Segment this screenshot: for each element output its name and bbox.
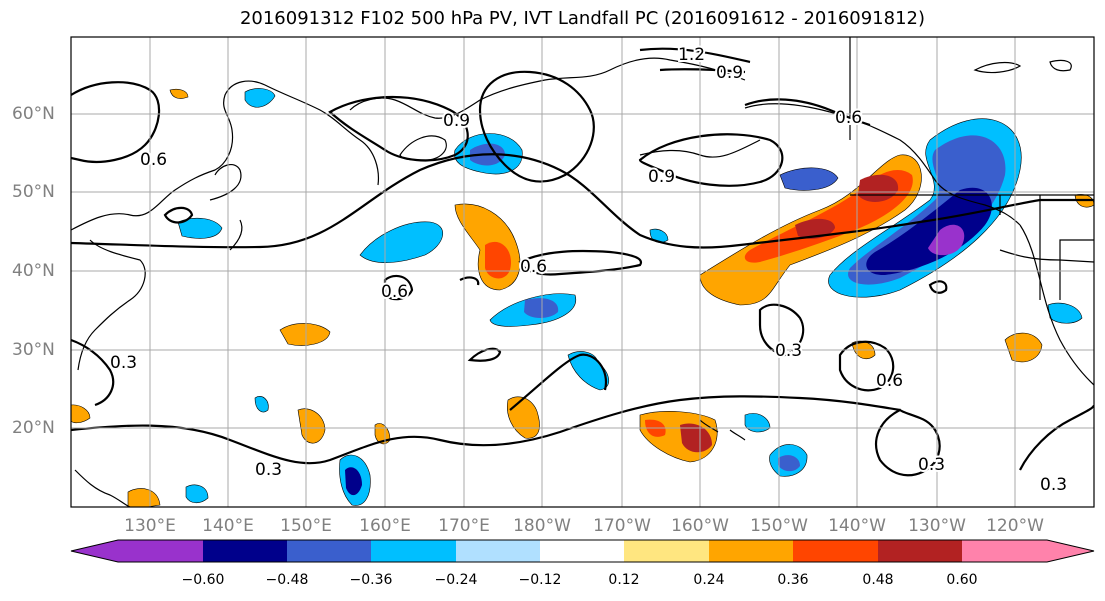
contour-label: 0.3 xyxy=(918,455,945,475)
colorbar-segment xyxy=(203,540,287,562)
colorbar-outline xyxy=(70,539,1095,563)
contour-label: 0.6 xyxy=(381,282,408,302)
colorbar-segment xyxy=(118,540,203,562)
colorbar xyxy=(70,539,1095,563)
contour-label: 0.9 xyxy=(716,63,743,83)
colorbar-segment xyxy=(962,540,1047,562)
lon-label: 180°W xyxy=(513,516,571,536)
pv-contours xyxy=(71,47,1094,477)
contour-label: 0.9 xyxy=(648,167,675,187)
colorbar-segment xyxy=(624,540,709,562)
colorbar-segment xyxy=(456,540,540,562)
contour-label: 1.2 xyxy=(678,45,705,65)
lon-label: 140°E xyxy=(202,516,254,536)
contour-label: 0.6 xyxy=(140,150,167,170)
gridlines xyxy=(71,37,1094,507)
colorbar-extend-min xyxy=(71,540,118,562)
colorbar-segment xyxy=(878,540,962,562)
contour-label: 0.6 xyxy=(876,371,903,391)
lon-label: 140°W xyxy=(828,516,886,536)
contour-label: 0.3 xyxy=(1040,475,1067,495)
contour-label: 0.3 xyxy=(775,341,802,361)
contour-label: 0.9 xyxy=(443,111,470,131)
contour-label: 0.6 xyxy=(520,257,547,277)
colorbar-tick-label: 0.60 xyxy=(946,572,978,588)
contour-label: 0.6 xyxy=(835,108,862,128)
colorbar-extend-max xyxy=(1047,540,1094,562)
colorbar-segment xyxy=(371,540,456,562)
colorbar-tick-label: −0.60 xyxy=(181,572,225,588)
colorbar-tick-label: −0.36 xyxy=(349,572,393,588)
lon-label: 130°W xyxy=(908,516,966,536)
colorbar-tick-label: 0.36 xyxy=(777,572,809,588)
contour-label: 0.3 xyxy=(110,353,137,373)
lon-label: 150°W xyxy=(750,516,808,536)
colorbar-tick-label: 0.24 xyxy=(693,572,725,588)
colorbar-segment xyxy=(793,540,878,562)
colorbar-segment xyxy=(540,540,624,562)
colorbar-tick-label: 0.12 xyxy=(608,572,640,588)
lon-label: 160°E xyxy=(359,516,411,536)
lat-label-40: 40°N xyxy=(12,261,55,281)
colorbar-segment xyxy=(287,540,371,562)
lon-label: 170°W xyxy=(593,516,651,536)
colorbar-tick-label: −0.24 xyxy=(434,572,478,588)
chart-title: 2016091312 F102 500 hPa PV, IVT Landfall… xyxy=(239,8,926,29)
lon-label: 150°E xyxy=(280,516,332,536)
lat-label-60: 60°N xyxy=(12,104,55,124)
lon-label: 120°W xyxy=(986,516,1044,536)
colorbar-tick-label: −0.12 xyxy=(518,572,562,588)
lat-label-30: 30°N xyxy=(12,340,55,360)
lat-label-50: 50°N xyxy=(12,182,55,202)
colorbar-segment xyxy=(709,540,793,562)
lon-label: 160°W xyxy=(671,516,729,536)
lon-label: 130°E xyxy=(124,516,176,536)
lon-label: 170°E xyxy=(438,516,490,536)
contour-label: 0.3 xyxy=(255,460,282,480)
colorbar-tick-label: −0.48 xyxy=(265,572,309,588)
colorbar-tick-label: 0.48 xyxy=(862,572,894,588)
lat-label-20: 20°N xyxy=(12,418,55,438)
